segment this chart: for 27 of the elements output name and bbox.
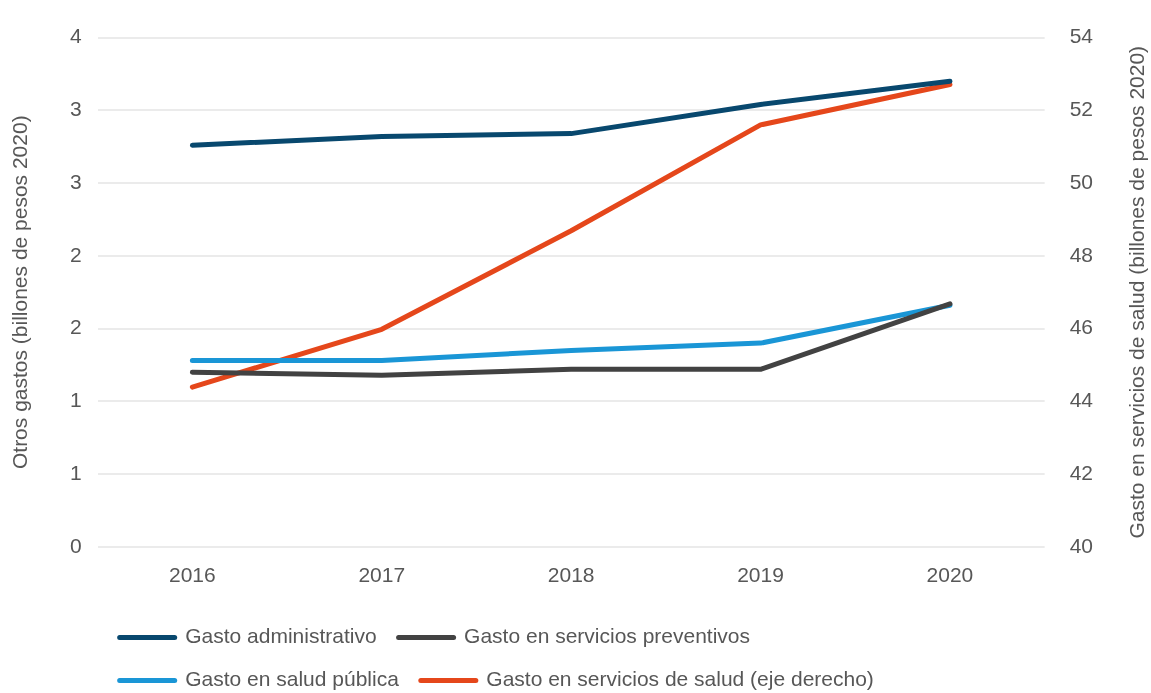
- y2-tick-label: 54: [1069, 24, 1094, 48]
- y-tick-label: 2: [69, 315, 82, 339]
- y2-tick-label: 46: [1069, 315, 1093, 339]
- legend-label: Gasto en servicios de salud (eje derecho): [486, 667, 874, 691]
- y2-axis-title: Gasto en servicios de salud (billones de pesos 2020): [1124, 45, 1148, 539]
- y-tick-label: 4: [69, 24, 82, 48]
- y2-tick-label: 40: [1069, 533, 1093, 557]
- y2-tick-label: 44: [1069, 388, 1094, 412]
- y2-tick-label: 48: [1069, 242, 1093, 266]
- y-tick-label: 1: [69, 460, 82, 484]
- x-tick-label: 2018: [547, 562, 595, 586]
- y-tick-label: 3: [69, 169, 82, 193]
- y-tick-label: 1: [69, 388, 82, 412]
- y2-tick-label: 50: [1069, 169, 1093, 193]
- legend-label: Gasto en salud pública: [185, 667, 400, 691]
- y-tick-label: 2: [69, 242, 82, 266]
- legend-label: Gasto administrativo: [185, 624, 377, 648]
- y-axis-title: Otros gastos (billones de pesos 2020): [7, 115, 31, 470]
- x-tick-label: 2016: [169, 562, 216, 586]
- x-tick-label: 2017: [358, 562, 406, 586]
- legend-label: Gasto en servicios preventivos: [464, 624, 751, 648]
- x-tick-label: 2020: [926, 562, 974, 586]
- y-tick-label: 3: [69, 97, 82, 121]
- y2-tick-label: 52: [1069, 97, 1093, 121]
- y-tick-label: 0: [69, 533, 82, 557]
- y2-tick-label: 42: [1069, 460, 1093, 484]
- x-tick-label: 2019: [737, 562, 784, 586]
